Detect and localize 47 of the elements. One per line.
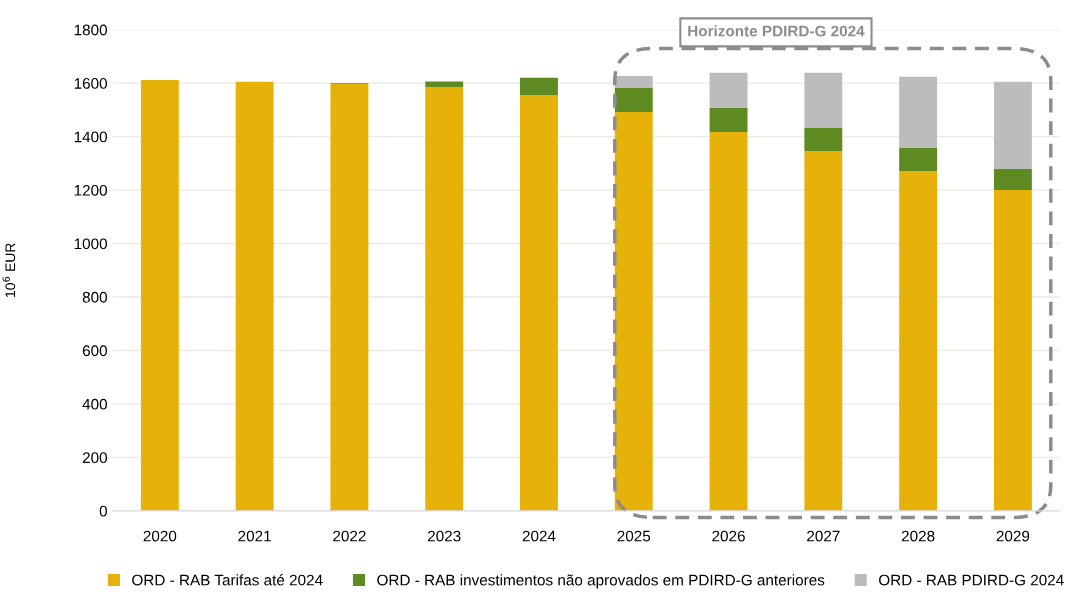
bar	[709, 72, 748, 109]
bar	[993, 190, 1032, 511]
annotation: Horizonte PDIRD-G 2024	[688, 25, 865, 37]
bar	[993, 81, 1032, 169]
bar	[899, 76, 938, 149]
x-tick-label: 2024	[522, 530, 556, 542]
legend-label: ORD - RAB PDIRD-G 2024	[879, 574, 1064, 586]
bar	[899, 171, 938, 511]
bar	[709, 108, 748, 133]
x-tick-label: 2022	[333, 530, 366, 542]
y-axis-title: 10$^{6}$ EUR	[2, 243, 16, 297]
x-tick-label: 2023	[427, 530, 461, 542]
x-tick-label: 2028	[901, 530, 935, 542]
bar	[899, 148, 938, 172]
bar	[330, 83, 369, 511]
bar	[235, 81, 274, 511]
bar	[709, 132, 748, 511]
bar	[614, 75, 653, 88]
y-tick-label: 1800	[74, 24, 107, 36]
y-tick-label: 1000	[74, 238, 107, 250]
y-tick-label: 1400	[74, 131, 107, 143]
y-tick-label: 400	[82, 398, 107, 410]
bar	[614, 112, 653, 511]
bar	[804, 72, 843, 129]
legend-label: ORD - RAB Tarifas até 2024	[132, 574, 323, 586]
bar	[993, 168, 1032, 191]
x-tick-label: 2026	[712, 530, 745, 542]
y-tick-label: 600	[82, 345, 107, 357]
bar	[520, 94, 558, 511]
bar	[804, 151, 843, 511]
y-tick-label: 0	[99, 505, 107, 517]
y-tick-label: 800	[82, 291, 107, 303]
bar	[425, 81, 464, 87]
bar	[425, 86, 464, 511]
y-tick-label: 1600	[74, 78, 107, 89]
bar	[614, 87, 653, 113]
y-tick-label: 200	[82, 452, 107, 464]
x-tick-label: 2020	[143, 530, 177, 542]
x-tick-label: 2027	[807, 530, 840, 542]
bar	[140, 79, 179, 511]
y-tick-label: 1200	[74, 184, 107, 196]
x-tick-label: 2029	[996, 530, 1030, 542]
x-tick-label: 2025	[617, 530, 651, 542]
x-tick-label: 2021	[238, 530, 271, 542]
legend-label: ORD - RAB investimentos não aprovados em PDIRD-G anteriores	[377, 574, 825, 589]
bar	[804, 128, 843, 152]
bar	[520, 77, 558, 95]
